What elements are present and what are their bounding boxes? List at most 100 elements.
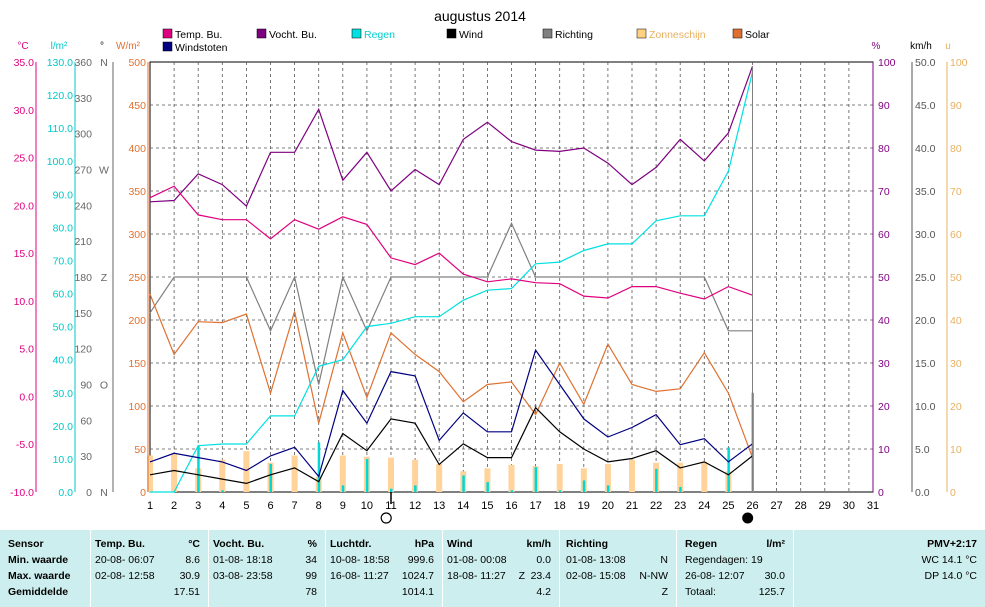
legend-swatch-7 (162, 41, 173, 52)
axis-unit-sun: u (945, 41, 951, 52)
y-tick-rain: 10.0 (53, 454, 74, 466)
y-tick-rain: 70.0 (53, 255, 74, 267)
x-tick-label: 10 (361, 500, 373, 512)
header-rain: Regen (685, 538, 718, 550)
y-tick-rain: 120.0 (47, 90, 73, 102)
y-tick-dir: 270 (74, 165, 92, 177)
legend-label-5: Zonneschijn (649, 29, 706, 41)
sunshine-bar (677, 462, 684, 492)
axis-unit-solar: W/m² (116, 41, 141, 52)
y-tick-rain: 100.0 (47, 156, 73, 168)
legend-swatch-2 (351, 28, 362, 39)
x-tick-label: 25 (722, 500, 734, 512)
y-tick-compass: W (99, 165, 109, 177)
y-tick-sun: 50 (950, 272, 962, 284)
x-tick-label: 20 (602, 500, 614, 512)
y-tick-rain: 130.0 (47, 57, 73, 69)
line-solar (149, 293, 754, 458)
y-tick-sun: 100 (950, 57, 968, 69)
y-tick-wind: 10.0 (915, 401, 936, 413)
y-tick-solar: 50 (134, 444, 146, 456)
y-tick-temp: 25.0 (14, 153, 35, 165)
axis-units: °C l/m² ° W/m²% km/h u (17, 41, 950, 52)
pres-max-time: 16-08- 11:27 (330, 570, 389, 582)
rain-days: Regendagen: 19 (685, 554, 763, 566)
wind-avg-value: 4.2 (536, 586, 551, 598)
y-tick-temp: 30.0 (14, 105, 35, 117)
y-tick-dir: 0 (86, 487, 92, 499)
legend-swatch-0 (162, 28, 173, 39)
y-tick-rain: 0.0 (58, 487, 73, 499)
temp-min-time: 20-08- 06:07 (95, 554, 155, 566)
y-tick-hum: 0 (878, 487, 884, 499)
chart-title: augustus 2014 (434, 8, 526, 24)
hum-max-value: 99 (305, 570, 317, 582)
x-tick-label: 4 (219, 500, 225, 512)
y-tick-rain: 80.0 (53, 222, 74, 234)
y-tick-rain: 20.0 (53, 421, 74, 433)
x-tick-label: 17 (529, 500, 541, 512)
rain-bar (727, 447, 730, 492)
y-tick-hum: 30 (878, 358, 890, 370)
axis-unit-wind: km/h (910, 41, 932, 52)
line-regen (150, 71, 754, 493)
x-tick-label: 14 (457, 500, 469, 512)
line-temp (149, 185, 753, 300)
y-tick-temp: -10.0 (10, 487, 34, 499)
y-tick-wind: 40.0 (915, 143, 936, 155)
y-tick-wind: 20.0 (915, 315, 936, 327)
rain-bar (534, 467, 538, 492)
header-temp: Temp. Bu. (95, 538, 145, 550)
header-direction: Richting (566, 538, 608, 550)
header-pressure-unit: hPa (414, 538, 434, 550)
rain-bar (269, 463, 272, 492)
chart-lines (149, 66, 754, 493)
sunshine-bar (388, 457, 394, 492)
wind-max-dir: Z (518, 570, 525, 582)
y-tick-solar: 500 (128, 57, 146, 69)
header-wind-unit: km/h (526, 538, 551, 550)
header-wind: Wind (447, 538, 473, 550)
rain-bar (390, 488, 393, 492)
label-avg: Gemiddelde (8, 586, 69, 598)
y-tick-hum: 70 (878, 186, 890, 198)
rain-bar (582, 480, 586, 492)
x-tick-label: 1 (147, 500, 153, 512)
hum-min-time: 01-08- 18:18 (213, 554, 273, 566)
weather-chart: augustus 2014 Temp. Bu. Vocht. Bu. Regen Wi… (10, 8, 968, 524)
rain-bar (197, 445, 200, 492)
x-tick-label: 26 (746, 500, 758, 512)
y-tick-rain: 60.0 (53, 289, 74, 301)
windchill-value: WC 14.1 °C (921, 554, 977, 566)
y-tick-wind: 15.0 (915, 358, 936, 370)
y-tick-temp: 5.0 (19, 344, 34, 356)
dir-max-time: 02-08- 15:08 (566, 570, 626, 582)
y-tick-sun: 20 (950, 401, 962, 413)
rain-bar (365, 458, 369, 492)
sunshine-bar (556, 464, 563, 492)
y-tick-solar: 0 (140, 487, 146, 499)
y-tick-temp: -5.0 (16, 439, 34, 451)
y-tick-sun: 40 (950, 315, 962, 327)
y-tick-solar: 450 (128, 100, 146, 112)
y-tick-dir: 60 (80, 415, 92, 427)
legend-swatch-3 (446, 28, 457, 39)
y-tick-hum: 100 (878, 57, 896, 69)
y-tick-temp: 20.0 (14, 200, 35, 212)
x-tick-label: 21 (626, 500, 638, 512)
axis-unit-hum: % (872, 41, 881, 52)
x-tick-label: 11 (385, 500, 396, 512)
y-tick-compass: O (100, 380, 108, 392)
legend-label-0: Temp. Bu. (175, 29, 222, 41)
col-wind: Wind km/h 01-08- 00:08 0.0 18-08- 11:27 Z 23… (442, 530, 559, 607)
sunshine-bar (508, 464, 515, 492)
header-humidity-unit: % (307, 538, 317, 550)
sunshine-bar (291, 455, 298, 492)
y-tick-solar: 100 (128, 401, 146, 413)
legend-swatch-5 (636, 28, 647, 39)
header-temp-unit: °C (188, 538, 200, 550)
y-tick-dir: 150 (74, 308, 92, 320)
sunshine-bar (219, 459, 226, 492)
temp-max-value: 30.9 (179, 570, 200, 582)
axis-unit-dir: ° (100, 41, 104, 52)
